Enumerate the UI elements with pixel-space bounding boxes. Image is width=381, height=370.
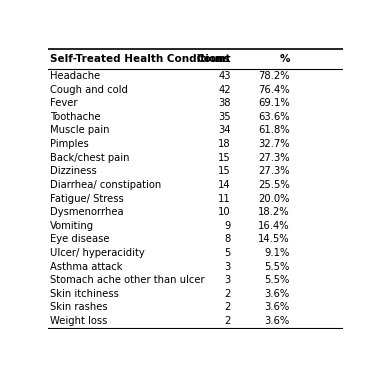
Text: 69.1%: 69.1%: [258, 98, 290, 108]
Text: 27.3%: 27.3%: [258, 153, 290, 163]
Text: Count: Count: [196, 54, 231, 64]
Text: 14: 14: [218, 180, 231, 190]
Text: Asthma attack: Asthma attack: [50, 262, 122, 272]
Text: Skin rashes: Skin rashes: [50, 302, 107, 312]
Text: 10: 10: [218, 207, 231, 217]
Text: 18: 18: [218, 139, 231, 149]
Text: 9.1%: 9.1%: [264, 248, 290, 258]
Text: 25.5%: 25.5%: [258, 180, 290, 190]
Text: 2: 2: [224, 316, 231, 326]
Text: 3: 3: [224, 275, 231, 285]
Text: Toothache: Toothache: [50, 112, 101, 122]
Text: 3.6%: 3.6%: [264, 289, 290, 299]
Text: 20.0%: 20.0%: [258, 194, 290, 204]
Text: Ulcer/ hyperacidity: Ulcer/ hyperacidity: [50, 248, 145, 258]
Text: 15: 15: [218, 166, 231, 176]
Text: Pimples: Pimples: [50, 139, 89, 149]
Text: Self-Treated Health Conditions: Self-Treated Health Conditions: [50, 54, 230, 64]
Text: 35: 35: [218, 112, 231, 122]
Text: 16.4%: 16.4%: [258, 221, 290, 231]
Text: 32.7%: 32.7%: [258, 139, 290, 149]
Text: 3.6%: 3.6%: [264, 302, 290, 312]
Text: Fatigue/ Stress: Fatigue/ Stress: [50, 194, 124, 204]
Text: Vomiting: Vomiting: [50, 221, 94, 231]
Text: Fever: Fever: [50, 98, 77, 108]
Text: Back/chest pain: Back/chest pain: [50, 153, 130, 163]
Text: Dizziness: Dizziness: [50, 166, 97, 176]
Text: 14.5%: 14.5%: [258, 234, 290, 244]
Text: 76.4%: 76.4%: [258, 85, 290, 95]
Text: Dysmenorrhea: Dysmenorrhea: [50, 207, 123, 217]
Text: Weight loss: Weight loss: [50, 316, 107, 326]
Text: 18.2%: 18.2%: [258, 207, 290, 217]
Text: Eye disease: Eye disease: [50, 234, 109, 244]
Text: 5.5%: 5.5%: [264, 262, 290, 272]
Text: Stomach ache other than ulcer: Stomach ache other than ulcer: [50, 275, 205, 285]
Text: 27.3%: 27.3%: [258, 166, 290, 176]
Text: 5: 5: [224, 248, 231, 258]
Text: 5.5%: 5.5%: [264, 275, 290, 285]
Text: 9: 9: [224, 221, 231, 231]
Text: Skin itchiness: Skin itchiness: [50, 289, 119, 299]
Text: %: %: [279, 54, 290, 64]
Text: 34: 34: [218, 125, 231, 135]
Text: 38: 38: [218, 98, 231, 108]
Text: 15: 15: [218, 153, 231, 163]
Text: 8: 8: [224, 234, 231, 244]
Text: 43: 43: [218, 71, 231, 81]
Text: 2: 2: [224, 302, 231, 312]
Text: 11: 11: [218, 194, 231, 204]
Text: 3: 3: [224, 262, 231, 272]
Text: 63.6%: 63.6%: [258, 112, 290, 122]
Text: 3.6%: 3.6%: [264, 316, 290, 326]
Text: 61.8%: 61.8%: [258, 125, 290, 135]
Text: 78.2%: 78.2%: [258, 71, 290, 81]
Text: Muscle pain: Muscle pain: [50, 125, 109, 135]
Text: Cough and cold: Cough and cold: [50, 85, 128, 95]
Text: 2: 2: [224, 289, 231, 299]
Text: 42: 42: [218, 85, 231, 95]
Text: Headache: Headache: [50, 71, 100, 81]
Text: Diarrhea/ constipation: Diarrhea/ constipation: [50, 180, 161, 190]
